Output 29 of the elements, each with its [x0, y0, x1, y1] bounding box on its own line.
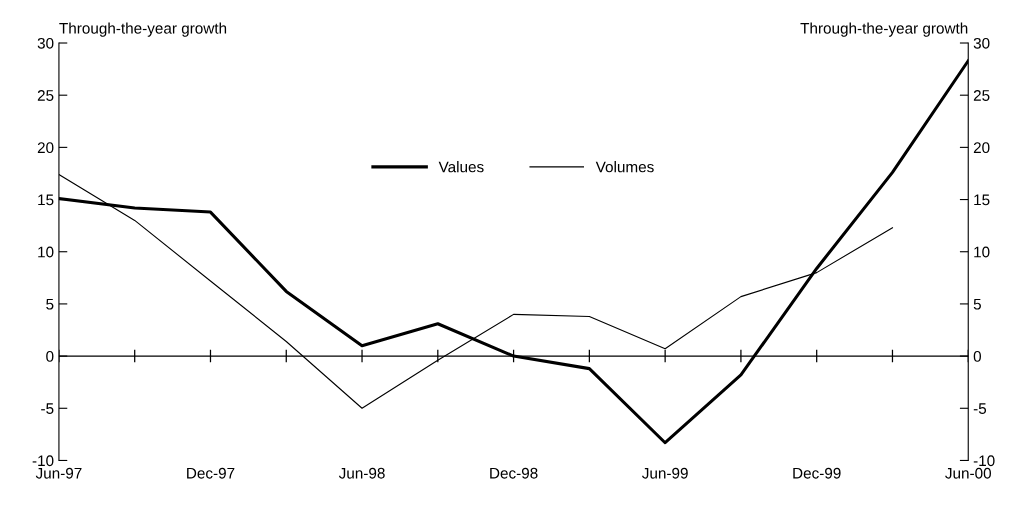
x-tick-label: Dec-98 [490, 467, 538, 479]
x-tick-label: Dec-99 [793, 467, 841, 479]
y-tick-label: 30 [37, 37, 54, 49]
x-tick-label: Jun-98 [338, 467, 385, 479]
y2-tick-label: 15 [974, 194, 990, 206]
y2-tick-label: 25 [973, 90, 990, 101]
y2-axis-title: Through-the-year growth [800, 22, 968, 37]
y2-tick-label: 0 [973, 350, 982, 362]
y-tick-label: -5 [41, 403, 54, 414]
y-tick-label: 0 [46, 350, 54, 362]
y-tick-label: -10 [32, 455, 54, 467]
y-tick-label: 5 [46, 298, 54, 310]
y2-tick-label: 10 [974, 246, 990, 258]
legend-label: Values [438, 161, 484, 173]
y2-tick-label: 30 [973, 37, 990, 49]
y2-tick-label: -5 [973, 403, 987, 414]
y-tick-label: 15 [38, 194, 54, 206]
y2-tick-label: 20 [973, 142, 990, 154]
y-tick-label: 10 [38, 246, 54, 258]
x-tick-label: Jun-00 [945, 467, 992, 479]
x-tick-label: Jun-99 [642, 467, 688, 479]
y-tick-label: 20 [37, 142, 54, 154]
legend-label: Volumes [595, 161, 654, 173]
x-tick-label: Dec-97 [187, 467, 235, 479]
y-axis-title: Through-the-year growth [59, 22, 227, 37]
x-tick-label: Jun-97 [35, 467, 82, 479]
y2-tick-label: -10 [973, 455, 995, 467]
y-tick-label: 25 [37, 90, 54, 101]
y2-tick-label: 5 [973, 298, 981, 310]
